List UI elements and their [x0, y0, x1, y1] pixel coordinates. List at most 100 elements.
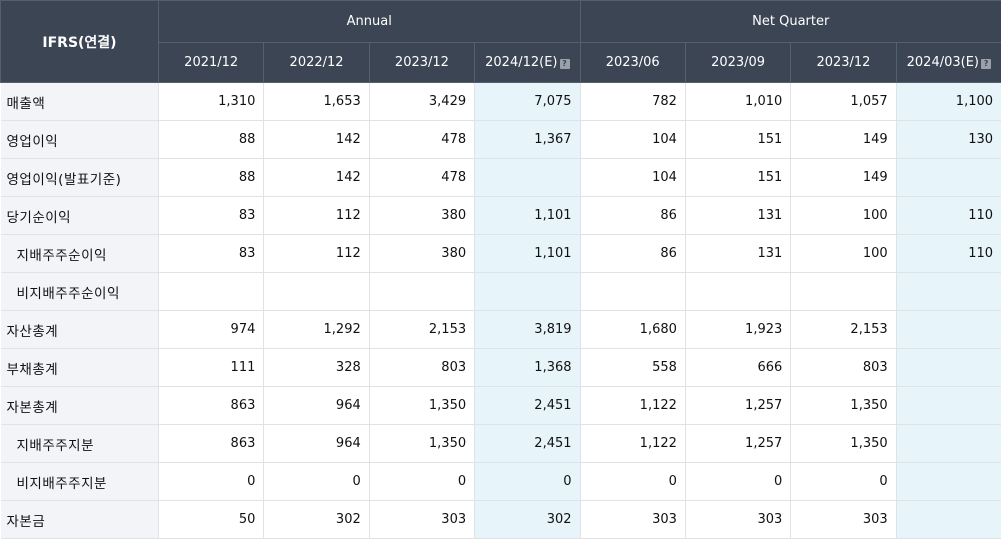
table-cell: 302	[263, 500, 370, 539]
table-cell: 803	[790, 348, 897, 387]
table-cell: 863	[158, 424, 265, 463]
table-cell: 2,153	[369, 310, 476, 349]
table-cell: 964	[263, 424, 370, 463]
row-label: 매출액	[0, 82, 159, 121]
table-cell: 1,350	[790, 424, 897, 463]
row-label: 영업이익	[0, 120, 159, 159]
table-cell: 130	[896, 120, 1001, 159]
table-cell: 478	[369, 120, 476, 159]
table-cell: 1,257	[685, 424, 792, 463]
table-cell: 1,653	[263, 82, 370, 121]
table-cell	[896, 158, 1001, 197]
table-cell: 1,310	[158, 82, 265, 121]
table-cell: 3,819	[474, 310, 581, 349]
accounting-standard-header: IFRS(연결)	[0, 0, 159, 83]
table-cell: 88	[158, 120, 265, 159]
table-cell: 1,010	[685, 82, 792, 121]
table-cell: 328	[263, 348, 370, 387]
annual-group-header: Annual	[158, 0, 581, 43]
table-cell: 111	[158, 348, 265, 387]
table-cell: 0	[790, 462, 897, 501]
table-cell	[896, 310, 1001, 349]
table-cell: 478	[369, 158, 476, 197]
table-cell: 112	[263, 234, 370, 273]
table-body: 매출액 1,310 1,653 3,429 7,075 782 1,010 1,057 1,10…	[0, 82, 1001, 539]
financial-summary-table: IFRS(연결) Annual Net Quarter 2021/12 2022…	[0, 0, 1001, 539]
table-cell	[369, 272, 476, 311]
row-label: 부채총계	[0, 348, 159, 387]
table-cell: 964	[263, 386, 370, 425]
table-cell: 88	[158, 158, 265, 197]
column-header-label: 2021/12	[184, 55, 239, 70]
table-cell: 1,350	[369, 424, 476, 463]
table-row: 비지배주주순이익	[0, 272, 1001, 311]
table-cell: 666	[685, 348, 792, 387]
table-cell	[896, 386, 1001, 425]
net-quarter-group-header: Net Quarter	[579, 0, 1001, 43]
table-cell: 1,057	[790, 82, 897, 121]
column-header: 2023/06	[579, 42, 686, 83]
table-cell: 863	[158, 386, 265, 425]
table-cell: 112	[263, 196, 370, 235]
column-header-label: 2023/12	[816, 55, 871, 70]
table-cell: 558	[580, 348, 686, 387]
table-cell	[685, 272, 792, 311]
table-cell: 83	[158, 196, 265, 235]
table-cell: 131	[685, 196, 792, 235]
table-row: 당기순이익 83 112 380 1,101 86 131 100 110	[0, 196, 1001, 235]
row-label: 비지배주주지분	[0, 462, 159, 501]
column-header-label: 2023/06	[605, 55, 660, 70]
column-header-label: 2024/03(E)	[906, 55, 980, 70]
table-cell: 1,923	[685, 310, 792, 349]
row-label: 자본금	[0, 500, 159, 539]
help-icon[interactable]: ?	[559, 59, 570, 69]
table-cell: 303	[685, 500, 792, 539]
row-label: 영업이익(발표기준)	[0, 158, 159, 197]
row-label: 당기순이익	[0, 196, 159, 235]
table-cell: 86	[580, 234, 686, 273]
table-cell	[896, 348, 1001, 387]
column-header-label: 2023/09	[711, 55, 766, 70]
table-row: 매출액 1,310 1,653 3,429 7,075 782 1,010 1,057 1,10…	[0, 82, 1001, 121]
table-cell: 149	[790, 158, 897, 197]
table-cell: 86	[580, 196, 686, 235]
table-cell: 0	[369, 462, 476, 501]
table-cell: 782	[580, 82, 686, 121]
table-cell: 2,153	[790, 310, 897, 349]
column-header: 2023/12	[368, 42, 476, 83]
table-cell	[896, 272, 1001, 311]
table-cell: 1,367	[474, 120, 581, 159]
table-cell: 104	[580, 158, 686, 197]
column-header: 2021/12	[157, 42, 265, 83]
column-header: 2024/03(E)?	[895, 42, 1001, 83]
table-row: 지배주주순이익 83 112 380 1,101 86 131 100 110	[0, 234, 1001, 273]
table-row: 자본총계 863 964 1,350 2,451 1,122 1,257 1,350	[0, 386, 1001, 425]
table-cell: 1,350	[790, 386, 897, 425]
table-cell	[896, 500, 1001, 539]
table-cell	[158, 272, 265, 311]
column-header-label: 2022/12	[289, 55, 344, 70]
table-row: 자본금 50 302 303 302 303 303 303	[0, 500, 1001, 539]
table-row: 자산총계 974 1,292 2,153 3,819 1,680 1,923 2,153	[0, 310, 1001, 349]
table-cell: 50	[158, 500, 265, 539]
table-cell: 100	[790, 196, 897, 235]
table-cell: 1,101	[474, 234, 581, 273]
table-cell	[580, 272, 686, 311]
table-cell: 974	[158, 310, 265, 349]
table-cell	[896, 462, 1001, 501]
header-period-row: 2021/12 2022/12 2023/12 2024/12(E)? 2023…	[1, 42, 1001, 83]
table-cell: 1,122	[580, 424, 686, 463]
table-cell: 0	[158, 462, 265, 501]
column-header: 2024/12(E)?	[474, 42, 581, 83]
table-cell: 151	[685, 120, 792, 159]
help-icon[interactable]: ?	[981, 59, 992, 69]
table-cell: 149	[790, 120, 897, 159]
table-cell	[263, 272, 370, 311]
table-cell	[896, 424, 1001, 463]
row-label: 자산총계	[0, 310, 159, 349]
table-cell: 151	[685, 158, 792, 197]
header-group-row: IFRS(연결) Annual Net Quarter	[0, 0, 1001, 83]
table-cell: 7,075	[474, 82, 581, 121]
table-cell: 1,101	[474, 196, 581, 235]
table-cell: 1,350	[369, 386, 476, 425]
